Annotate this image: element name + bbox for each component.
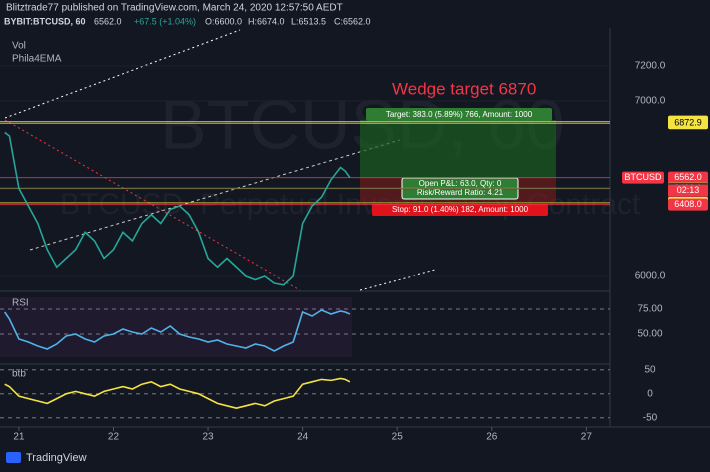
wedge-line xyxy=(29,139,401,251)
countdown-tag xyxy=(668,184,708,197)
legend-rsi: RSI xyxy=(12,298,29,309)
x-tick-label: 21 xyxy=(13,432,25,443)
rr-label: Risk/Reward Ratio: 4.21 xyxy=(417,188,504,197)
brand-logo xyxy=(6,452,21,463)
x-tick-label: 25 xyxy=(392,432,404,443)
legend-vol: Vol xyxy=(12,41,26,52)
symbol-tag xyxy=(622,171,664,184)
target-zone xyxy=(360,120,556,178)
price-tag xyxy=(668,171,708,184)
change: +67.5 (+1.04%) xyxy=(134,16,196,26)
rsi-band xyxy=(0,297,352,357)
target-label: Target: 383.0 (5.89%) 766, Amount: 1000 xyxy=(386,110,533,119)
btb-line xyxy=(4,377,351,410)
price-tag-label: 6562.0 xyxy=(674,172,702,182)
symbol-tag-label: BTCUSD xyxy=(624,172,662,182)
price-tag xyxy=(668,198,708,211)
symbol: BYBIT:BTCUSD, 60 xyxy=(4,16,86,26)
x-tick-label: 23 xyxy=(202,432,214,443)
target-label-bg xyxy=(366,108,552,121)
price-line xyxy=(4,131,351,286)
y-tick-label: 50 xyxy=(644,364,656,375)
brand: TradingView xyxy=(26,452,87,464)
legend-ema: Phila4EMA xyxy=(12,54,62,65)
ohlc-high: H:6674.0 xyxy=(248,16,285,26)
x-tick-label: 27 xyxy=(581,432,593,443)
publish-line: Blitztrade77 published on TradingView.co… xyxy=(6,3,343,14)
x-tick-label: 24 xyxy=(297,432,309,443)
wedge-line xyxy=(4,29,241,119)
ohlc-low: L:6513.5 xyxy=(291,16,326,26)
y-tick-label: 6000.0 xyxy=(635,271,666,282)
ohlc-open: O:6600.0 xyxy=(205,16,242,26)
price-tag xyxy=(668,117,708,130)
x-tick-label: 22 xyxy=(108,432,120,443)
ohlc-close: C:6562.0 xyxy=(334,16,371,26)
stop-label-bg xyxy=(372,204,548,216)
y-tick-label: 50.00 xyxy=(637,329,662,340)
wedge-annotation: Wedge target 6870 xyxy=(392,79,536,98)
y-tick-label: -50 xyxy=(643,412,658,423)
x-tick-label: 26 xyxy=(486,432,498,443)
y-tick-label: 7000.0 xyxy=(635,96,666,107)
stop-label: Stop: 91.0 (1.40%) 182, Amount: 1000 xyxy=(392,205,529,214)
price-tag-label: 6408.0 xyxy=(674,199,702,209)
price-tag-label: 6872.9 xyxy=(674,118,702,128)
rsi-line xyxy=(4,309,351,352)
countdown: 02:13 xyxy=(677,185,700,195)
pnl-label: Open P&L: 63.0, Qty: 0 xyxy=(419,179,502,188)
legend-btb: btb xyxy=(12,369,26,380)
y-tick-label: 7200.0 xyxy=(635,61,666,72)
last-price: 6562.0 xyxy=(94,16,122,26)
y-tick-label: 75.00 xyxy=(637,304,662,315)
y-tick-label: 0 xyxy=(647,388,653,399)
